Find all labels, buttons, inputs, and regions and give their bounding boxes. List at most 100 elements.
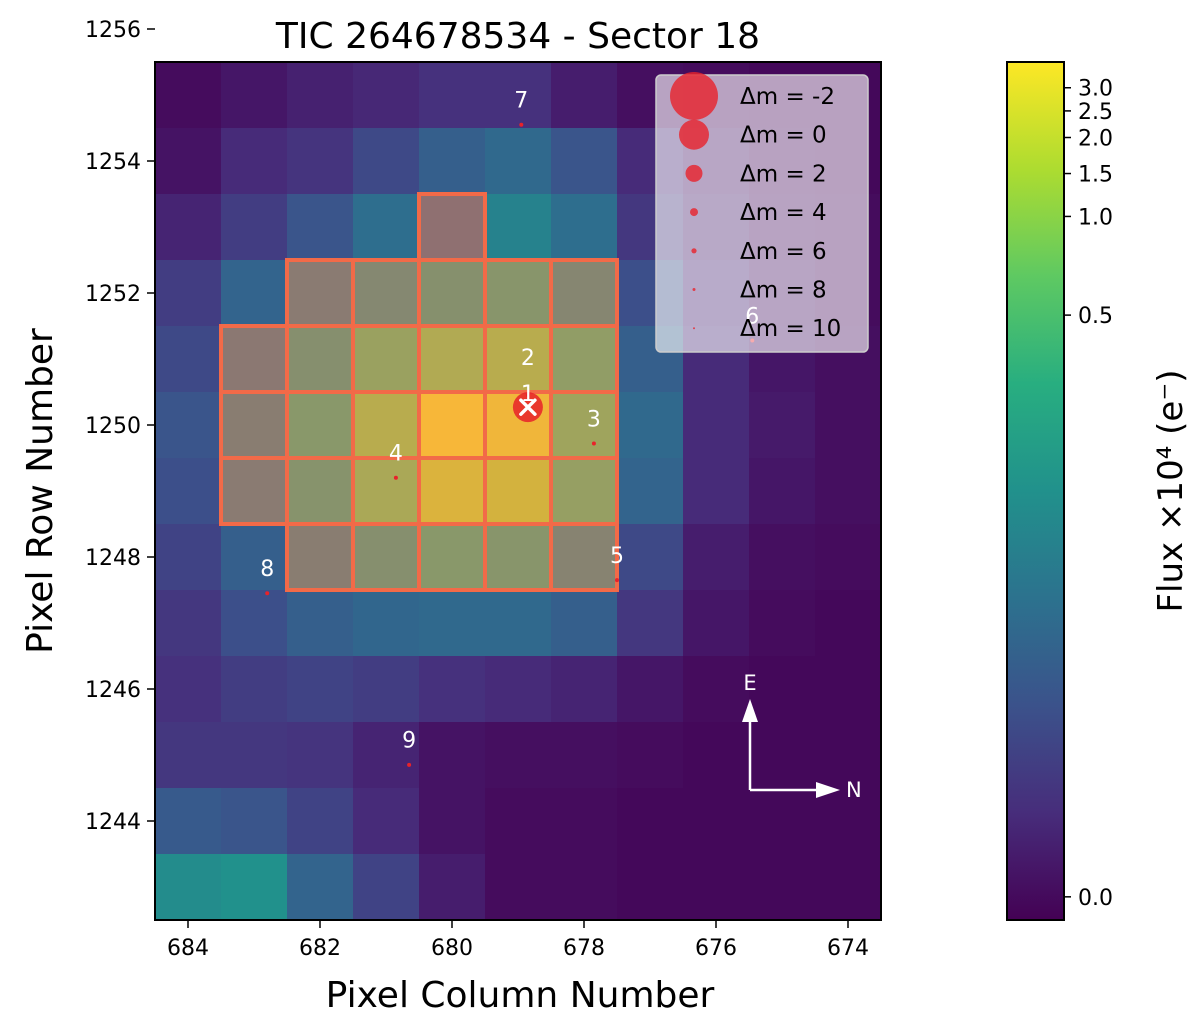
pixel-cell <box>287 128 354 195</box>
compass-east-label: E <box>743 671 756 695</box>
pixel-cell <box>617 854 684 920</box>
compass-north-arrowhead <box>816 782 840 798</box>
aperture-pixel <box>549 456 619 526</box>
x-tick-label: 680 <box>431 936 473 961</box>
colorbar-tick-label: 1.5 <box>1078 163 1113 188</box>
pixel-cell <box>221 656 288 723</box>
pixel-cell <box>617 722 684 789</box>
pixel-cell <box>155 326 222 393</box>
y-axis-ticks: 1256 1254 1252 1250 1248 1246 1244 <box>85 18 155 835</box>
pixel-cell <box>617 524 684 591</box>
pixel-cell <box>353 62 420 129</box>
colorbar-tick-label: 0.0 <box>1078 886 1113 911</box>
pixel-cell <box>221 392 288 459</box>
chart-title: TIC 264678534 - Sector 18 <box>275 16 760 57</box>
pixel-cell <box>287 590 354 657</box>
pixel-cell <box>221 524 288 591</box>
legend-marker <box>693 327 695 330</box>
pixel-cell <box>551 458 618 525</box>
pixel-cell <box>551 260 618 327</box>
legend-marker <box>692 288 696 291</box>
aperture-pixel <box>417 258 487 328</box>
pixel-cell <box>683 788 750 855</box>
pixel-cell <box>353 326 420 393</box>
pixel-cell <box>353 524 420 591</box>
legend-box <box>655 74 869 353</box>
pixel-cell <box>551 722 618 789</box>
aperture-pixel <box>219 324 289 394</box>
colorbar-tick-label: 0.5 <box>1078 304 1113 329</box>
star-label-8: 8 <box>260 557 274 582</box>
y-tick-label: 1248 <box>85 546 141 571</box>
star-marker-8 <box>265 591 270 596</box>
pixel-cell <box>617 458 684 525</box>
aperture-pixel <box>285 522 355 592</box>
pixel-cell <box>155 524 222 591</box>
pixel-cell <box>287 392 354 459</box>
y-tick-label: 1252 <box>85 282 141 307</box>
target-cross-icon <box>519 398 537 416</box>
pixel-cell <box>683 392 750 459</box>
pixel-cell <box>749 458 816 525</box>
aperture-pixel <box>549 324 619 394</box>
pixel-cell <box>419 326 486 393</box>
pixel-cell <box>221 260 288 327</box>
pixel-cell <box>485 62 552 129</box>
pixel-cell <box>155 722 222 789</box>
pixel-cell <box>551 788 618 855</box>
pixel-cell <box>287 260 354 327</box>
aperture-pixel <box>549 258 619 328</box>
star-label-7: 7 <box>514 89 528 114</box>
pixel-cell <box>419 458 486 525</box>
pixel-cell <box>419 194 486 261</box>
x-axis-ticks: 684 682 680 678 676 674 <box>167 920 869 961</box>
legend-label: Δm = 8 <box>740 278 827 304</box>
pixel-cell <box>419 590 486 657</box>
pixel-cell <box>617 788 684 855</box>
colorbar-tick-label: 1.0 <box>1078 205 1113 230</box>
pixel-cell <box>815 722 881 789</box>
pixel-cell <box>485 524 552 591</box>
pixel-cell <box>353 392 420 459</box>
pixel-cell <box>287 194 354 261</box>
aperture-pixel <box>483 324 553 394</box>
pixel-cell <box>221 458 288 525</box>
pixel-cell <box>749 722 816 789</box>
pixel-cell <box>419 62 486 129</box>
pixel-cell <box>419 128 486 195</box>
pixel-cell <box>551 854 618 920</box>
pixel-cell <box>551 392 618 459</box>
pixel-cell <box>815 590 881 657</box>
pixel-cell <box>683 458 750 525</box>
compass-rose: E N <box>742 671 862 802</box>
aperture-pixel <box>417 522 487 592</box>
x-tick-label: 674 <box>827 936 869 961</box>
y-tick-label: 1246 <box>85 678 141 703</box>
pixel-cell <box>617 392 684 459</box>
pixel-cell <box>155 788 222 855</box>
legend-marker <box>670 72 718 120</box>
pixel-cell <box>353 854 420 920</box>
aperture-pixel <box>219 390 289 460</box>
aperture-pixel <box>285 390 355 460</box>
pixel-cell <box>485 458 552 525</box>
aperture-pixel <box>351 390 421 460</box>
pixel-cell <box>353 194 420 261</box>
compass-north-label: N <box>846 778 862 802</box>
pixel-cell <box>221 128 288 195</box>
pixel-cell <box>749 788 816 855</box>
pixel-cell <box>155 854 222 920</box>
compass-east-arrowhead <box>742 699 758 722</box>
plot-frame <box>154 61 882 921</box>
star-marker-4 <box>393 475 398 480</box>
legend-label: Δm = 0 <box>740 123 827 149</box>
pixel-cell <box>815 524 881 591</box>
pixel-cell <box>221 326 288 393</box>
pixel-cell <box>155 62 222 129</box>
pixel-cell <box>155 194 222 261</box>
pixel-cell <box>221 194 288 261</box>
y-axis-label: Pixel Row Number <box>20 328 61 654</box>
pixel-cell <box>221 788 288 855</box>
aperture-pixel <box>285 324 355 394</box>
y-tick-label: 1254 <box>85 150 141 175</box>
